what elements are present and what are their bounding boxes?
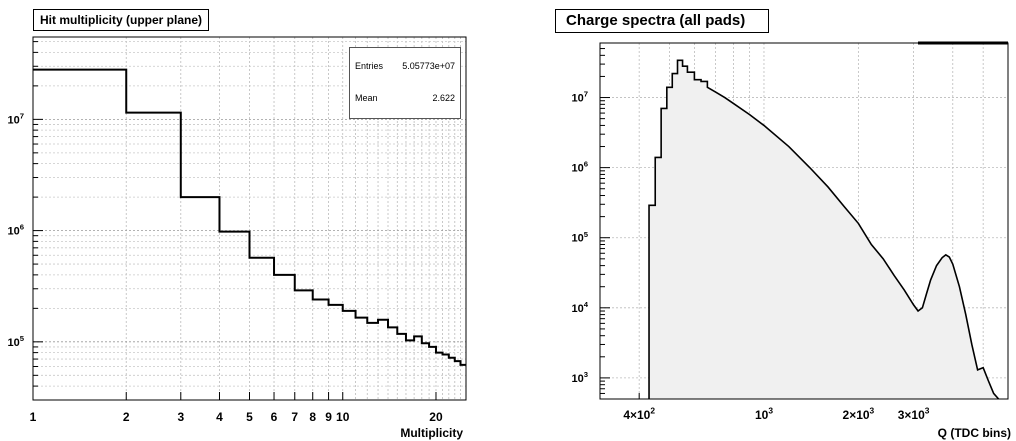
multiplicity-histogram-line [33,68,466,366]
stats-entries-label: Entries [355,61,384,71]
left-x-tick-label: 9 [325,410,332,424]
left-chart-title: Hit multiplicity (upper plane) [33,9,210,31]
left-x-tick-label: 8 [309,410,316,424]
left-x-tick-label: 3 [177,410,184,424]
left-x-tick-label: 10 [336,410,350,424]
left-x-tick-label: 20 [429,410,443,424]
right-x-tick-label: 4×102 [623,406,655,422]
left-x-tick-label: 4 [216,410,223,424]
stats-box: Entries 5.05773e+07 Mean 2.622 [349,47,461,119]
left-x-tick-label: 5 [246,410,253,424]
right-x-tick-label: 3×103 [898,406,930,422]
stats-mean-label: Mean [355,93,378,103]
right-y-tick-label: 107 [571,90,588,105]
right-x-tick-label: 2×103 [843,406,875,422]
left-x-tick-label: 7 [291,410,298,424]
right-y-tick-label: 104 [571,300,588,315]
left-x-tick-label: 6 [271,410,278,424]
right-chart-title: Charge spectra (all pads) [555,9,769,33]
left-x-axis-label: Multiplicity [400,426,463,440]
right-y-tick-label: 103 [571,370,588,385]
charge-spectrum-line [648,59,1000,400]
right-x-tick-label: 103 [755,406,773,422]
left-y-tick-label: 107 [7,111,24,126]
left-x-tick-label: 2 [123,410,130,424]
stats-mean-value: 2.622 [432,93,455,103]
left-x-ticks: 1 2 3 4 5 6 7 8 9 10 20 [30,392,443,424]
right-plot-frame [599,42,1009,400]
left-x-tick-label: 1 [30,410,37,424]
charge-spectrum-plot: 4×102 103 2×103 3×103 Q (TDC bins) 107 106 105 1… [571,41,1011,440]
right-x-axis-label: Q (TDC bins) [938,426,1011,440]
stats-entries-value: 5.05773e+07 [402,61,455,71]
left-y-tick-label: 105 [7,334,24,349]
left-y-tick-label: 106 [7,223,24,238]
right-y-tick-label: 105 [571,230,588,245]
charge-spectrum-fill [649,60,999,399]
right-y-tick-label: 106 [571,160,588,175]
